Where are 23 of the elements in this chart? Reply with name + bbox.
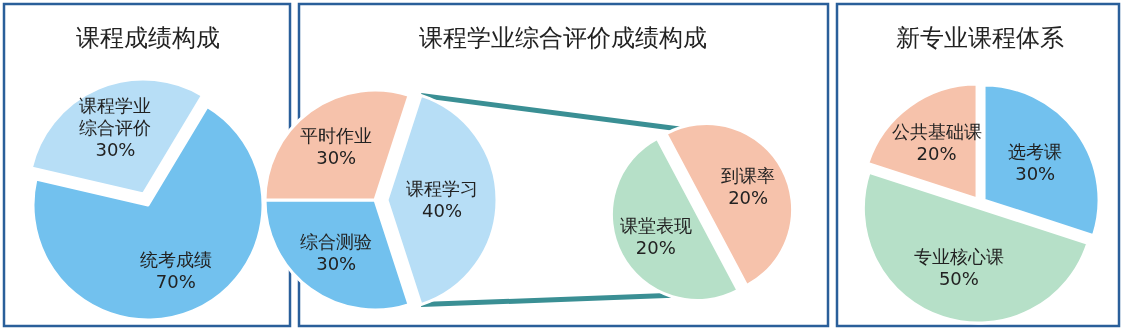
data-label: 20% <box>728 187 769 209</box>
slice-label: 综合测验 <box>300 231 373 253</box>
data-label: 50% <box>938 267 979 289</box>
text: 课程学业综合评价成绩构成 <box>419 24 707 52</box>
slice-label: 课程学业综合评价 <box>79 95 152 139</box>
data-label: 30% <box>95 139 136 161</box>
slice-label: 统考成绩 <box>139 248 212 270</box>
data-label: 30% <box>316 253 357 275</box>
slice-label: 到课率 <box>721 165 776 187</box>
data-label: 20% <box>635 236 676 258</box>
slice-label: 专业核心课 <box>913 245 1004 267</box>
data-label: 40% <box>421 200 463 221</box>
slice-label: 课程学习 <box>406 178 478 199</box>
slice-label: 选考课 <box>1008 140 1063 162</box>
chart-title: 课程成绩构成 <box>76 24 220 52</box>
slice-label: 公共基础课 <box>891 121 982 143</box>
data-label: 20% <box>916 143 957 165</box>
data-label: 30% <box>1015 162 1056 184</box>
slice-label: 平时作业 <box>300 124 373 146</box>
slice-label: 课堂表现 <box>619 214 692 236</box>
data-label: 70% <box>155 270 196 292</box>
chart-title: 新专业课程体系 <box>896 24 1064 52</box>
data-label: 30% <box>316 146 357 168</box>
